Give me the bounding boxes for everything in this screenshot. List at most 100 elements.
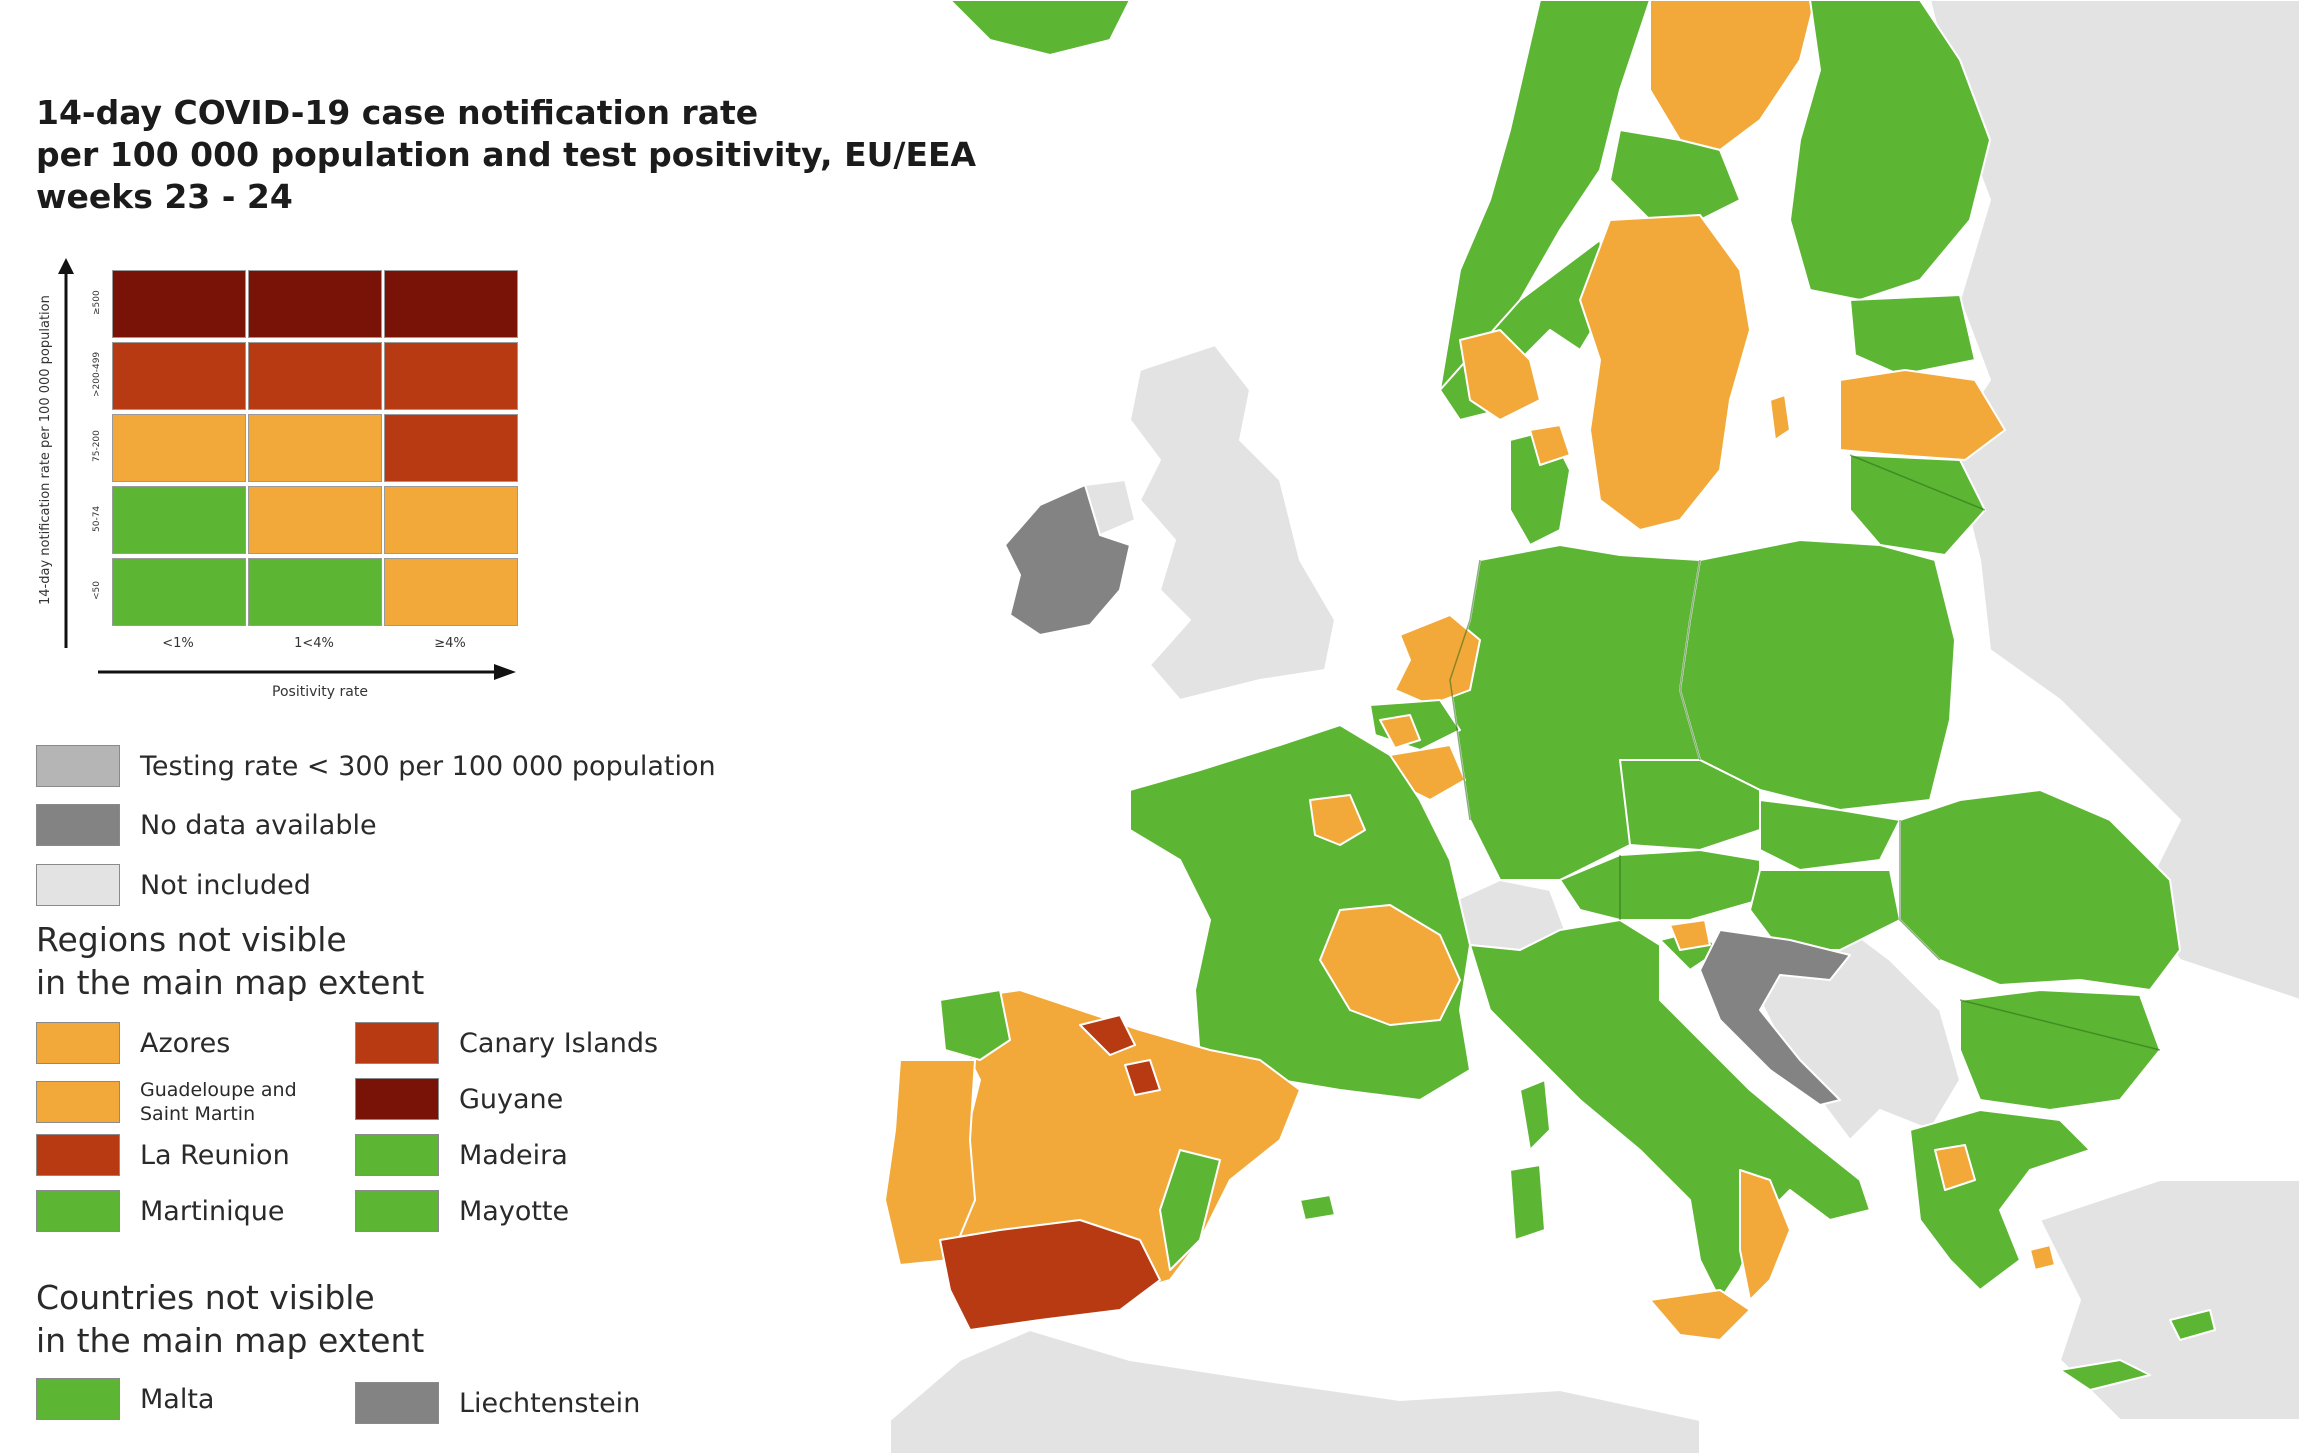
matrix-x-axis-label: Positivity rate bbox=[272, 684, 368, 700]
regions-heading-line-1: Regions not visible bbox=[36, 920, 347, 959]
legend-item-label: Martinique bbox=[140, 1195, 285, 1227]
matrix-cell bbox=[384, 558, 518, 626]
map-region-sardinia bbox=[1509, 1164, 1546, 1241]
map-region-lithuania bbox=[1849, 454, 1986, 556]
legend-no-data-label: No data available bbox=[140, 809, 377, 841]
map-region-belgium-south bbox=[1379, 714, 1421, 749]
legend-swatch bbox=[36, 1022, 120, 1064]
legend-item: Guadeloupe and Saint Martin bbox=[36, 1078, 330, 1126]
matrix-cell bbox=[112, 558, 246, 626]
matrix-cell bbox=[248, 414, 382, 482]
map-region-poland bbox=[1679, 539, 1956, 811]
map-region-russia-east bbox=[1929, 0, 2300, 1001]
legend-item-label: Liechtenstein bbox=[459, 1387, 641, 1419]
legend-swatch bbox=[355, 1022, 439, 1064]
legend-swatch bbox=[36, 804, 120, 846]
matrix-cell bbox=[112, 486, 246, 554]
matrix-cell bbox=[384, 342, 518, 410]
matrix-row-label: >200-499 bbox=[92, 351, 102, 398]
title-line-3: weeks 23 - 24 bbox=[36, 177, 293, 216]
map-region-romania bbox=[1899, 789, 2181, 991]
matrix-row-label: ≥500 bbox=[92, 290, 102, 315]
legend-item: La Reunion bbox=[36, 1134, 290, 1176]
map-region-calabria bbox=[1739, 1169, 1791, 1301]
matrix-row-label: 75-200 bbox=[92, 430, 102, 463]
map-region-france-east bbox=[1319, 904, 1461, 1026]
legend-item: Madeira bbox=[355, 1134, 568, 1176]
matrix-cell bbox=[112, 414, 246, 482]
map-region-la-rioja bbox=[1124, 1059, 1161, 1096]
x-axis-arrow bbox=[98, 664, 516, 680]
matrix-cell bbox=[384, 486, 518, 554]
matrix-cell bbox=[248, 270, 382, 338]
map-region-gotland bbox=[1769, 394, 1791, 441]
countries-heading-line-1: Countries not visible bbox=[36, 1278, 375, 1317]
map-title: 14-day COVID-19 case notification rate p… bbox=[36, 92, 976, 218]
legend-item-label: Mayotte bbox=[459, 1195, 570, 1227]
legend-swatch bbox=[355, 1134, 439, 1176]
matrix-cell bbox=[248, 342, 382, 410]
map-region-crete bbox=[2059, 1359, 2151, 1391]
legend-item-label: Guyane bbox=[459, 1083, 564, 1115]
map-region-sweden bbox=[1579, 214, 1751, 531]
legend-item-label: Madeira bbox=[459, 1139, 568, 1171]
legend-item-label: Guadeloupe and Saint Martin bbox=[140, 1079, 297, 1125]
map-region-sicily bbox=[1649, 1289, 1751, 1341]
legend-swatch bbox=[36, 1081, 120, 1123]
title-line-2: per 100 000 population and test positivi… bbox=[36, 135, 977, 174]
legend-item: Liechtenstein bbox=[355, 1382, 640, 1424]
map-region-valencia bbox=[1159, 1149, 1221, 1271]
legend-item-label: Malta bbox=[140, 1383, 215, 1415]
legend-item: Malta bbox=[36, 1378, 214, 1420]
legend-swatch bbox=[355, 1190, 439, 1232]
map-region-slovenia-west bbox=[1669, 919, 1711, 951]
map-region-navarra bbox=[1079, 1014, 1136, 1056]
countries-heading: Countries not visible in the main map ex… bbox=[36, 1276, 424, 1362]
regions-heading: Regions not visible in the main map exte… bbox=[36, 918, 424, 1004]
map-region-bulgaria bbox=[1959, 989, 2161, 1111]
map-region-latvia bbox=[1839, 369, 2006, 461]
legend-item: Canary Islands bbox=[355, 1022, 658, 1064]
matrix-cell bbox=[248, 486, 382, 554]
legend-testing-rate-label: Testing rate < 300 per 100 000 populatio… bbox=[140, 750, 716, 782]
map-region-andalucia bbox=[939, 1219, 1161, 1331]
matrix-column-label: <1% bbox=[162, 636, 194, 651]
map-region-norway-north bbox=[1649, 0, 1816, 151]
matrix-row-label: <50 bbox=[92, 581, 102, 600]
map-region-slovakia bbox=[1759, 799, 1901, 871]
legend-swatch bbox=[36, 1134, 120, 1176]
legend-item-label: Azores bbox=[140, 1027, 231, 1059]
legend-swatch bbox=[36, 864, 120, 906]
legend-item: Mayotte bbox=[355, 1190, 569, 1232]
map-region-netherlands bbox=[1394, 614, 1481, 706]
matrix-column-label: ≥4% bbox=[434, 636, 466, 651]
legend-not-included: Not included bbox=[36, 864, 311, 906]
matrix-column-label: 1<4% bbox=[294, 636, 334, 651]
matrix-cell bbox=[384, 270, 518, 338]
map-region-ireland bbox=[1004, 484, 1131, 636]
map-region-iceland bbox=[949, 0, 1131, 56]
map-region-north-africa bbox=[889, 1329, 1701, 1454]
legend-not-included-label: Not included bbox=[140, 869, 311, 901]
y-axis-arrow bbox=[58, 258, 74, 648]
matrix-row-label: 50-74 bbox=[92, 505, 102, 532]
legend-item: Azores bbox=[36, 1022, 230, 1064]
map-region-portugal bbox=[884, 1059, 976, 1266]
matrix-cell bbox=[112, 342, 246, 410]
map-region-greece-north bbox=[1934, 1144, 1976, 1191]
countries-heading-line-2: in the main map extent bbox=[36, 1321, 425, 1360]
legend-no-data: No data available bbox=[36, 804, 377, 846]
map-region-corsica bbox=[1519, 1079, 1551, 1151]
map-region-balearics bbox=[1299, 1194, 1336, 1221]
legend-testing-rate: Testing rate < 300 per 100 000 populatio… bbox=[36, 745, 716, 787]
legend-item: Martinique bbox=[36, 1190, 285, 1232]
title-line-1: 14-day COVID-19 case notification rate bbox=[36, 93, 759, 132]
matrix-cell bbox=[112, 270, 246, 338]
map-region-galicia bbox=[939, 989, 1011, 1061]
map-region-turkey bbox=[2039, 1179, 2300, 1421]
map-region-croatia bbox=[1699, 929, 1851, 1106]
map-region-norway-southwest bbox=[1459, 329, 1541, 421]
map-region-hungary bbox=[1749, 869, 1901, 951]
legend-swatch bbox=[36, 1190, 120, 1232]
